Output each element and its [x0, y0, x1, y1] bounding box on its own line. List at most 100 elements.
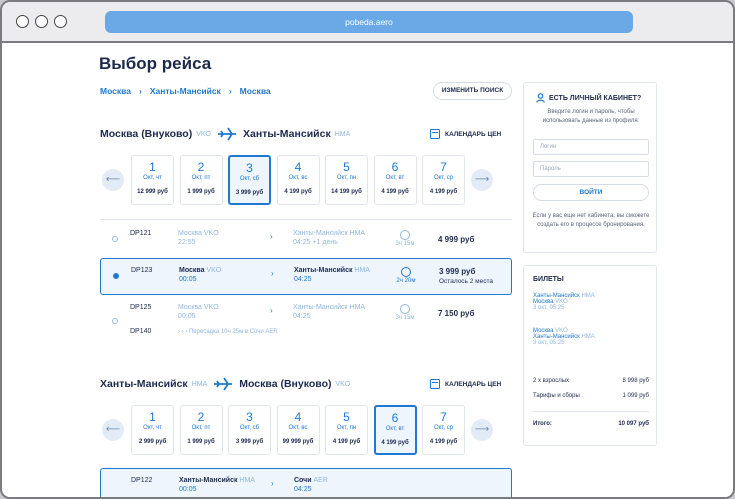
prev-dates-button[interactable]: ⟵ — [102, 169, 124, 191]
dep-time: 00:05 — [178, 313, 196, 320]
login-button[interactable]: ВОЙТИ — [533, 184, 649, 201]
prev-dates-button[interactable]: ⟵ — [102, 419, 124, 441]
date-number: 2 — [197, 410, 205, 424]
leg-date: 3 окт, 05:25 — [533, 305, 565, 311]
date-label: Окт, ср — [433, 425, 454, 431]
chevron-right-icon: › — [138, 86, 142, 96]
date-number: 6 — [391, 411, 399, 425]
flight-radio[interactable] — [112, 236, 118, 242]
date-price: 12 999 руб — [137, 189, 168, 195]
breadcrumb-item-2[interactable]: Ханты-Мансийск — [149, 86, 221, 96]
date-price: 3 999 руб — [235, 439, 264, 445]
date-tab[interactable]: 2 Окт, пт 1 999 руб — [179, 155, 223, 205]
address-bar[interactable]: pobeda.aero — [105, 11, 633, 33]
date-tab[interactable]: 1 Окт, чт 12 999 руб — [131, 155, 174, 205]
calendar-icon — [430, 129, 440, 139]
date-label: Окт, вт — [385, 426, 405, 432]
flight-number-2: DP140 — [130, 328, 152, 335]
date-price: 4 199 руб — [381, 440, 409, 446]
window-control-dot-1[interactable] — [16, 15, 29, 28]
date-tab[interactable]: 2 Окт, пт 1 999 руб — [179, 405, 223, 455]
date-label: Окт, пт — [191, 425, 211, 431]
date-label: Окт, пн — [336, 425, 357, 431]
chevron-right-icon: › — [270, 306, 273, 315]
date-price: 4 199 руб — [284, 189, 312, 195]
date-tab[interactable]: 4 Окт, вс 99 999 руб — [276, 405, 320, 455]
dep-time: 22:55 — [178, 239, 196, 246]
flight-row-selected[interactable]: DP122 Ханты-Мансийск HMA 00:05 › Сочи AE… — [100, 468, 512, 497]
flight-price: 4 999 руб — [438, 235, 475, 244]
flight-radio[interactable] — [112, 318, 118, 324]
window-control-dot-3[interactable] — [54, 15, 67, 28]
date-label: Окт, чт — [143, 425, 162, 431]
flight-row[interactable]: DP125 DP140 Москва VKO 00:05 › Ханты-Ман… — [100, 298, 512, 346]
flight-radio-selected[interactable] — [113, 273, 119, 279]
date-number: 5 — [343, 160, 350, 174]
date-tab[interactable]: 7 Окт, ср 4 199 руб — [422, 155, 465, 205]
plane-icon — [218, 127, 237, 141]
return-from-code: HMA — [191, 380, 208, 388]
login-panel: ЕСТЬ ЛИЧНЫЙ КАБИНЕТ? Введите логин и пар… — [523, 82, 657, 253]
date-tab[interactable]: 3 Окт, сб 3 999 руб — [228, 155, 271, 205]
next-dates-button[interactable]: ⟶ — [471, 169, 493, 191]
date-tab[interactable]: 4 Окт, вс 4 199 руб — [276, 155, 320, 205]
flight-number: DP121 — [130, 230, 152, 237]
date-tab[interactable]: 1 Окт, чт 2 999 руб — [131, 405, 174, 455]
change-search-button[interactable]: ИЗМЕНИТЬ ПОИСК — [433, 82, 512, 100]
flight-row[interactable]: DP121 Москва VKO 22:55 › Ханты-Мансийск … — [100, 224, 512, 256]
leg-to: Ханты-Мансийск — [533, 334, 580, 340]
date-number: 2 — [197, 160, 205, 174]
leg-date: 3 окт, 05:25 — [533, 340, 565, 346]
arr-city: Ханты-Мансийск — [293, 304, 348, 311]
outbound-flights-list: DP121 Москва VKO 22:55 › Ханты-Мансийск … — [100, 219, 512, 346]
date-tab[interactable]: 3 Окт, сб 3 999 руб — [228, 405, 271, 455]
fees-price: 1 099 руб — [622, 393, 649, 399]
date-tab[interactable]: 5 Окт, пн 14 199 руб — [325, 155, 368, 205]
return-to-city: Москва (Внуково) — [239, 378, 332, 390]
adults-row: 2 х взрослых 8 998 руб — [533, 378, 649, 384]
breadcrumb-item-1[interactable]: Москва — [100, 86, 131, 96]
date-tab[interactable]: 6 Окт, вт 4 199 руб — [373, 155, 417, 205]
date-label: Окт, сб — [239, 176, 260, 182]
ticket-leg: Ханты-Мансийск HMA Москва VKO 3 окт, 05:… — [533, 293, 595, 311]
page-content: Выбор рейса Москва › Ханты-Мансийск › Мо… — [2, 45, 733, 497]
arr-code: AER — [313, 477, 328, 484]
dep-city: Москва — [178, 304, 202, 311]
tickets-title: БИЛЕТЫ — [533, 276, 564, 283]
date-label: Окт, сб — [239, 425, 260, 431]
date-label: Окт, пн — [336, 175, 357, 181]
window-control-dot-2[interactable] — [35, 15, 48, 28]
seats-left: Осталось 2 места — [439, 278, 494, 285]
flight-row-selected[interactable]: DP123 Москва VKO 00:05 › Ханты-Мансийск … — [100, 258, 512, 295]
outbound-route-header: Москва (Внуково) VKO Ханты-Мансийск HMA — [100, 127, 350, 141]
chevron-right-icon: › — [270, 232, 273, 241]
return-calendar-label: КАЛЕНДАРЬ ЦЕН — [445, 380, 502, 388]
date-number: 4 — [294, 160, 302, 174]
login-input[interactable]: Логин — [533, 139, 649, 155]
divider — [533, 411, 649, 412]
page-title: Выбор рейса — [99, 54, 212, 73]
return-price-calendar-link[interactable]: КАЛЕНДАРЬ ЦЕН — [430, 379, 501, 389]
next-dates-button[interactable]: ⟶ — [471, 419, 493, 441]
breadcrumb-item-3[interactable]: Москва — [239, 86, 271, 96]
password-input[interactable]: Пароль — [533, 161, 649, 177]
date-tab[interactable]: 5 Окт, пн 4 199 руб — [325, 405, 368, 455]
tickets-panel: БИЛЕТЫ Ханты-Мансийск HMA Москва VKO 3 о… — [523, 265, 657, 446]
date-tab[interactable]: 7 Окт, ср 4 199 руб — [422, 405, 465, 455]
dep-code: VKO — [203, 230, 219, 237]
return-route-header: Ханты-Мансийск HMA Москва (Внуково) VKO — [100, 377, 350, 391]
arr-code: HMA — [354, 267, 370, 274]
arr-time: 04:25 +1 день — [293, 239, 338, 246]
user-icon — [536, 93, 545, 103]
outbound-price-calendar-link[interactable]: КАЛЕНДАРЬ ЦЕН — [430, 129, 501, 139]
date-tab[interactable]: 6 Окт, вт 4 199 руб — [373, 405, 417, 455]
date-price: 3 999 руб — [235, 190, 264, 196]
transfer-info: › › › Пересадка 10ч 25м в Сочи AER — [178, 329, 278, 335]
date-price: 1 999 руб — [187, 439, 215, 445]
dep-code: HMA — [239, 477, 255, 484]
clock-icon — [400, 230, 410, 240]
dep-city: Москва — [179, 267, 205, 274]
outbound-calendar-label: КАЛЕНДАРЬ ЦЕН — [445, 130, 502, 138]
flight-number: DP122 — [131, 477, 153, 484]
date-price: 14 199 руб — [331, 189, 362, 195]
